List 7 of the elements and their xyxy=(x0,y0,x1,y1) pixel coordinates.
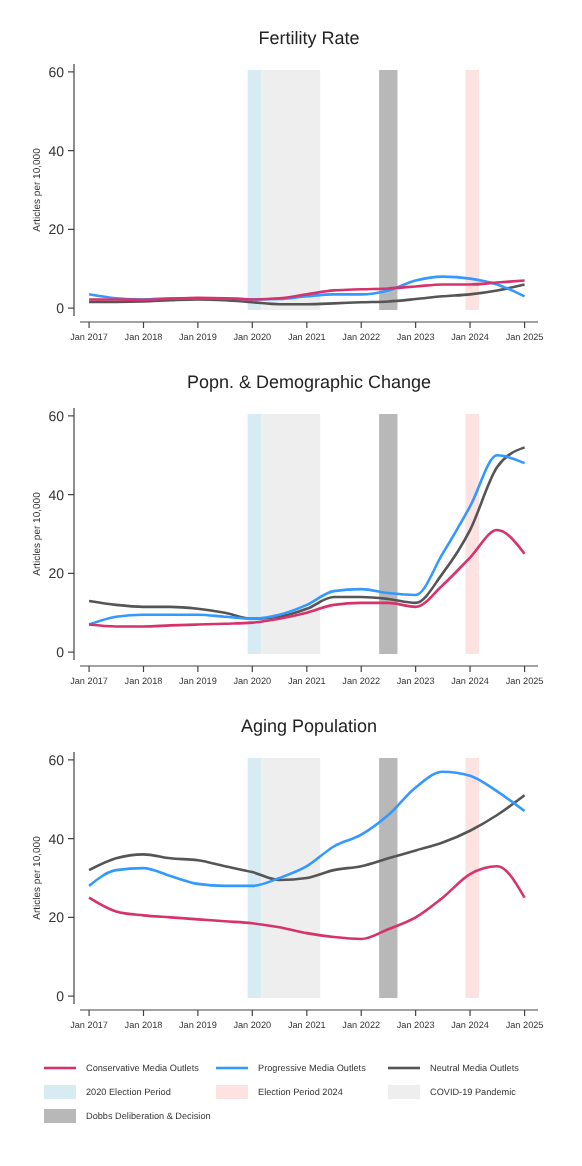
line-series xyxy=(87,794,526,882)
line-series xyxy=(87,864,526,941)
chart-title: Aging Population xyxy=(240,716,378,736)
chart-title: Fertility Rate xyxy=(258,28,360,48)
line-series xyxy=(87,528,526,628)
chart-title: Popn. & Demographic Change xyxy=(186,372,432,392)
line-series xyxy=(87,770,526,888)
